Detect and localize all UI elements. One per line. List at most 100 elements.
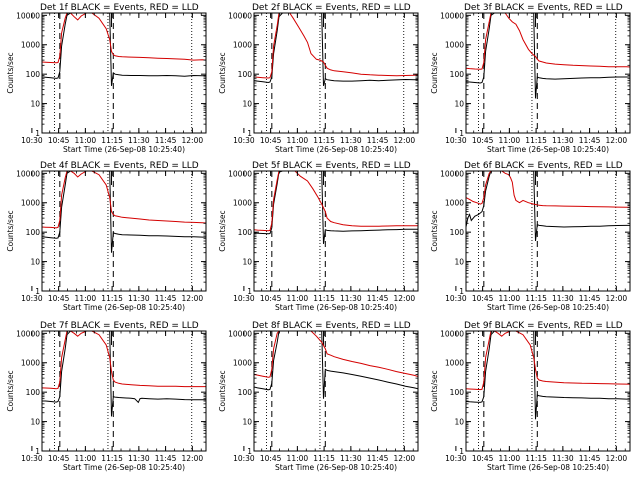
x-tick-label: 11:30 [128, 136, 150, 145]
x-tick-label: 10:45 [472, 294, 494, 303]
y-tick-label: 1 [459, 447, 464, 456]
x-tick-label: 10:45 [472, 454, 494, 463]
x-tick-label: 11:00 [287, 136, 309, 145]
events-series-line [254, 171, 418, 244]
panel-title: Det 2f BLACK = Events, RED = LLD [252, 3, 411, 13]
lld-series-line [254, 13, 418, 79]
panel-title: Det 4f BLACK = Events, RED = LLD [40, 161, 199, 171]
y-tick-label: 1000 [445, 199, 464, 208]
y-tick-label: 1000 [21, 359, 40, 368]
x-tick-label: 11:30 [340, 136, 362, 145]
detector-panel-3: Det 3f BLACK = Events, RED = LLD 1 10 100 10… [430, 3, 631, 154]
x-tick-label: 11:00 [75, 454, 97, 463]
y-tick-label: 10 [30, 258, 40, 267]
panel-title: Det 6f BLACK = Events, RED = LLD [464, 161, 623, 171]
time-markers [54, 13, 193, 133]
events-series-line [466, 171, 630, 242]
plot-frame [253, 170, 419, 292]
y-tick-label: 10000 [228, 11, 252, 20]
x-tick-label: 11:15 [525, 454, 547, 463]
x-tick-label: 10:45 [260, 454, 282, 463]
y-axis-label: Counts/sec [6, 52, 15, 93]
y-tick-label: 100 [238, 228, 253, 237]
x-tick-label: 10:45 [260, 294, 282, 303]
plot-frame [465, 330, 631, 452]
x-tick-label: 11:45 [367, 136, 389, 145]
detector-panel-1: Det 1f BLACK = Events, RED = LLD 1 10 100 10… [6, 3, 207, 154]
events-series-line [42, 13, 206, 86]
x-tick-label: 10:45 [48, 136, 70, 145]
panel-title: Det 8f BLACK = Events, RED = LLD [252, 321, 411, 331]
y-tick-label: 10000 [228, 169, 252, 178]
x-axis-label: Start Time (26-Sep-08 10:25:40) [275, 303, 397, 312]
x-tick-label: 12:00 [182, 294, 204, 303]
x-axis-label: Start Time (26-Sep-08 10:25:40) [487, 145, 609, 154]
plot-frame [253, 12, 419, 134]
x-axis-label: Start Time (26-Sep-08 10:25:40) [63, 303, 185, 312]
y-tick-label: 100 [238, 70, 253, 79]
x-tick-label: 10:30 [445, 294, 467, 303]
detector-panel-9: Det 9f BLACK = Events, RED = LLD 1 10 100 10… [430, 321, 631, 472]
lld-series-line [466, 13, 630, 70]
y-axis-label: Counts/sec [218, 370, 227, 411]
y-tick-label: 100 [450, 388, 465, 397]
x-tick-label: 12:00 [606, 454, 628, 463]
x-tick-label: 11:15 [313, 294, 335, 303]
x-tick-label: 11:45 [155, 136, 177, 145]
y-tick-label: 10 [242, 258, 252, 267]
y-axis-label: Counts/sec [6, 370, 15, 411]
x-tick-label: 10:30 [233, 454, 255, 463]
y-tick-label: 10 [242, 100, 252, 109]
y-axis-label: Counts/sec [430, 52, 439, 93]
y-tick-label: 10 [30, 418, 40, 427]
y-tick-label: 1 [35, 129, 40, 138]
x-tick-label: 11:30 [552, 294, 574, 303]
y-tick-label: 1 [35, 287, 40, 296]
panel-title: Det 1f BLACK = Events, RED = LLD [40, 3, 199, 13]
x-tick-label: 11:45 [367, 294, 389, 303]
y-tick-label: 1 [247, 129, 252, 138]
events-series-line [254, 13, 418, 87]
y-tick-label: 1000 [233, 41, 252, 50]
lld-series-line [42, 171, 206, 229]
lld-series-line [466, 171, 630, 208]
y-tick-label: 1000 [233, 359, 252, 368]
y-tick-label: 10000 [16, 169, 40, 178]
y-axis-label: Counts/sec [430, 210, 439, 251]
x-tick-label: 11:30 [340, 454, 362, 463]
events-series-line [254, 331, 418, 399]
y-tick-label: 1 [247, 287, 252, 296]
lld-series-line [466, 331, 630, 391]
plot-frame [465, 170, 631, 292]
x-tick-label: 11:00 [499, 454, 521, 463]
y-tick-label: 10000 [440, 11, 464, 20]
x-axis-label: Start Time (26-Sep-08 10:25:40) [275, 463, 397, 472]
y-tick-label: 10 [454, 418, 464, 427]
plot-frame [253, 330, 419, 452]
x-tick-label: 11:45 [155, 454, 177, 463]
time-markers [266, 331, 405, 451]
x-axis-label: Start Time (26-Sep-08 10:25:40) [487, 303, 609, 312]
y-tick-label: 10 [454, 100, 464, 109]
time-markers [54, 331, 193, 451]
y-tick-label: 10000 [440, 329, 464, 338]
detector-panel-5: Det 5f BLACK = Events, RED = LLD 1 10 100 10… [218, 161, 419, 312]
y-tick-label: 1 [35, 447, 40, 456]
x-tick-label: 12:00 [606, 294, 628, 303]
y-tick-label: 100 [238, 388, 253, 397]
x-tick-label: 11:45 [579, 294, 601, 303]
x-tick-label: 11:30 [340, 294, 362, 303]
y-tick-label: 10000 [16, 329, 40, 338]
time-markers [478, 171, 617, 291]
x-axis-label: Start Time (26-Sep-08 10:25:40) [63, 463, 185, 472]
y-tick-label: 10 [242, 418, 252, 427]
x-tick-label: 12:00 [606, 136, 628, 145]
events-series-line [466, 331, 630, 420]
x-axis-label: Start Time (26-Sep-08 10:25:40) [487, 463, 609, 472]
x-tick-label: 11:15 [525, 294, 547, 303]
y-tick-label: 1000 [233, 199, 252, 208]
x-tick-label: 11:30 [128, 454, 150, 463]
x-tick-label: 10:30 [445, 454, 467, 463]
y-tick-label: 10 [454, 258, 464, 267]
